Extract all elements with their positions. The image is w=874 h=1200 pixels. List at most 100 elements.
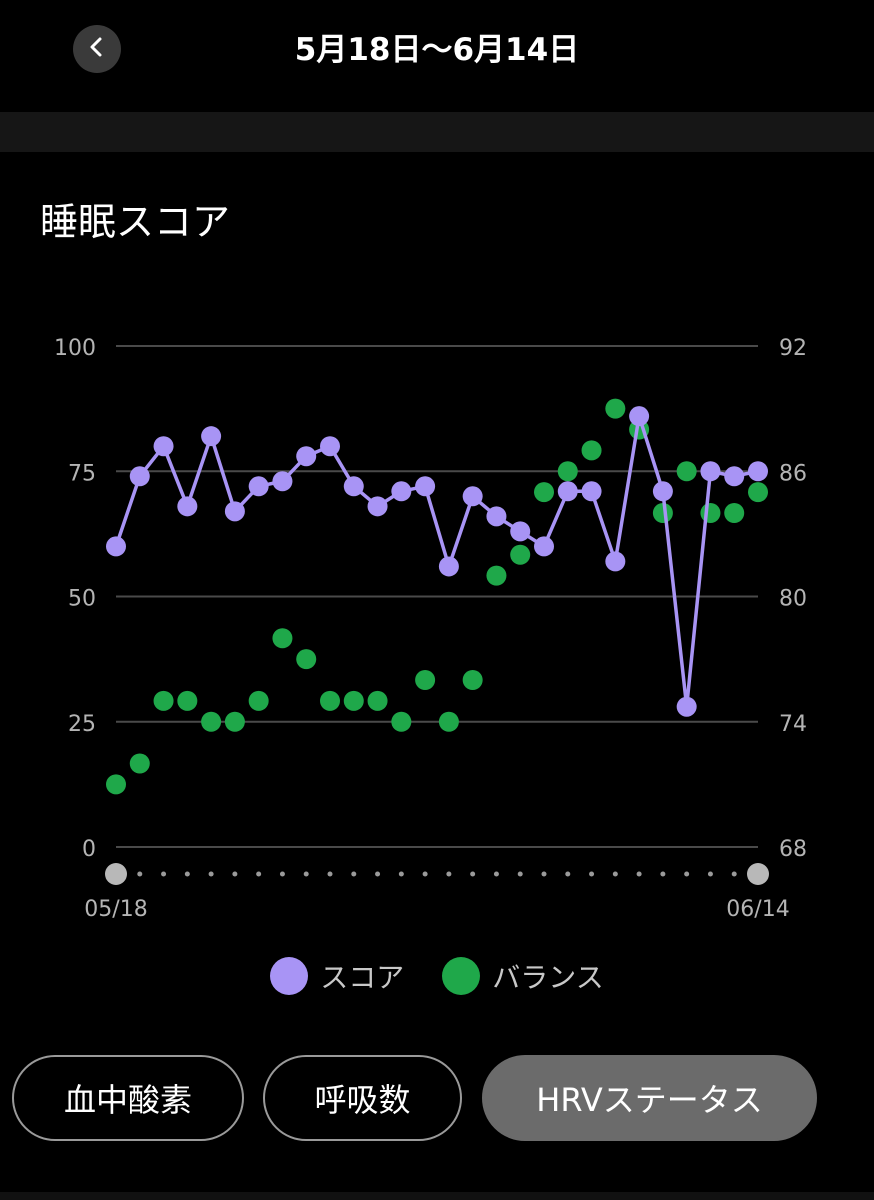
date-tick-dot	[351, 871, 357, 877]
legend-marker-score	[270, 957, 309, 995]
y-tick-label-left: 25	[68, 712, 96, 737]
score-point	[343, 476, 364, 497]
score-point	[153, 436, 174, 457]
legend-item-score: スコア	[270, 956, 404, 996]
chart-section-title: 睡眠スコア	[40, 200, 231, 244]
date-tick-dot	[565, 871, 571, 877]
score-point	[415, 476, 436, 497]
score-point	[296, 446, 317, 467]
date-tick-dot	[636, 871, 642, 877]
legend-marker-balance	[442, 957, 481, 995]
score-point	[438, 556, 459, 577]
balance-point	[201, 711, 222, 732]
score-point	[724, 466, 745, 487]
score-point	[391, 481, 412, 502]
respiration-rate-button[interactable]: 呼吸数	[263, 1055, 462, 1141]
metric-tabs: 血中酸素 呼吸数 HRVステータス	[0, 1055, 874, 1145]
date-tick-dot	[589, 871, 595, 877]
score-point	[748, 461, 768, 482]
score-point	[272, 471, 293, 492]
score-point	[129, 466, 150, 487]
balance-point	[748, 482, 768, 503]
score-point	[581, 481, 602, 502]
score-point	[652, 481, 673, 502]
balance-point	[486, 565, 507, 586]
score-line	[114, 414, 759, 709]
date-endpoint-marker	[747, 863, 769, 885]
date-tick-dot	[493, 871, 499, 877]
date-tick-dot	[684, 871, 690, 877]
x-end-label: 06/14	[726, 897, 789, 922]
balance-point	[581, 440, 602, 461]
balance-point	[534, 482, 554, 503]
y-tick-label-right: 80	[779, 587, 807, 612]
y-tick-label-left: 75	[68, 461, 96, 486]
balance-point	[296, 649, 317, 670]
sleep-score-chart: 0 68 25 74 50 80 75 86 100 92 05/18 06/14	[54, 336, 807, 922]
date-tick-dot	[707, 871, 713, 877]
legend-label-score: スコア	[320, 961, 405, 994]
chevron-left-icon	[86, 36, 108, 62]
section-divider	[0, 112, 874, 152]
date-tick-dot	[660, 871, 666, 877]
y-tick-label-right: 68	[779, 837, 807, 862]
score-point	[486, 506, 507, 527]
balance-point	[391, 711, 412, 732]
balance-point	[462, 670, 483, 690]
date-tick-dot	[541, 871, 547, 877]
balance-point	[652, 503, 673, 523]
score-point	[201, 426, 222, 447]
score-point	[605, 551, 626, 572]
score-point	[106, 536, 126, 557]
score-point	[224, 501, 245, 522]
balance-point	[415, 670, 436, 690]
blood-oxygen-button[interactable]: 血中酸素	[12, 1055, 244, 1141]
date-tick-dot	[422, 871, 428, 877]
balance-point	[605, 398, 626, 419]
date-tick-dot	[398, 871, 404, 877]
y-tick-label-left: 0	[82, 837, 96, 862]
date-tick-dot	[303, 871, 309, 877]
score-point	[248, 476, 269, 497]
date-tick-dot	[517, 871, 523, 877]
date-tick-dot	[137, 871, 143, 877]
score-point	[557, 481, 578, 502]
balance-point	[676, 461, 697, 482]
balance-point	[153, 690, 174, 711]
y-tick-label-left: 50	[68, 587, 96, 612]
balance-point	[177, 690, 198, 711]
top-bar: 5月18日〜6月14日	[0, 0, 874, 112]
date-tick-dot	[161, 871, 167, 877]
y-tick-label-right: 86	[779, 461, 807, 486]
score-point	[629, 406, 650, 427]
y-tick-label-right: 92	[779, 336, 807, 361]
balance-point	[129, 753, 150, 774]
date-tick-dot	[279, 871, 285, 877]
page-title: 5月18日〜6月14日	[294, 32, 580, 68]
balance-point	[343, 690, 364, 711]
back-button[interactable]	[73, 25, 121, 73]
balance-point	[700, 503, 721, 523]
y-tick-label-left: 100	[54, 336, 96, 361]
date-tick-dot	[731, 871, 737, 877]
date-tick-dot	[470, 871, 476, 877]
score-point	[534, 536, 554, 557]
date-tick-dot	[612, 871, 618, 877]
date-tick-dot	[232, 871, 238, 877]
score-point	[700, 461, 721, 482]
balance-point	[438, 711, 459, 732]
balance-point	[557, 461, 578, 482]
score-point	[510, 521, 531, 542]
score-point	[320, 436, 340, 457]
balance-point	[367, 690, 388, 711]
date-tick-dot	[184, 871, 190, 877]
date-tick-dot	[327, 871, 333, 877]
hrv-status-button[interactable]: HRVステータス	[482, 1055, 817, 1141]
score-point	[367, 496, 388, 517]
balance-point	[106, 774, 126, 795]
date-tick-dot	[208, 871, 214, 877]
chart-legend: スコア バランス	[0, 952, 874, 1000]
legend-label-balance: バランス	[492, 961, 604, 994]
balance-point	[224, 711, 245, 732]
date-tick-dot	[375, 871, 381, 877]
